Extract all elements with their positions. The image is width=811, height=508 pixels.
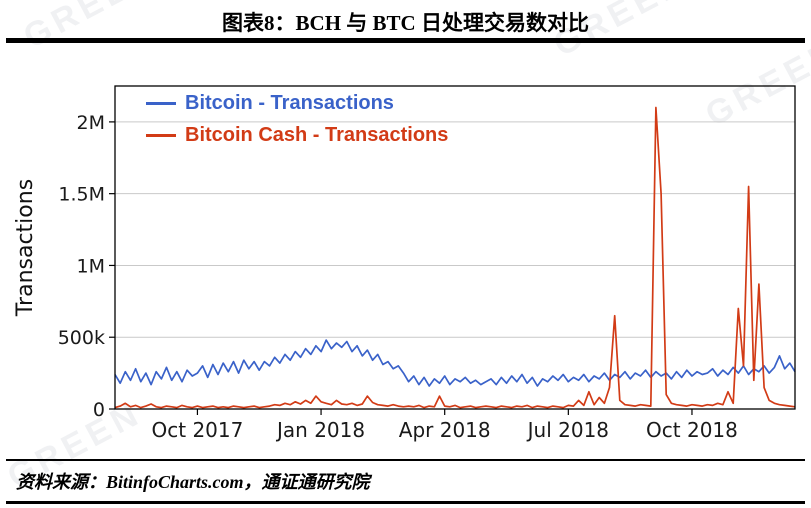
x-tick-label: Jan 2018 (275, 418, 365, 442)
legend-item-bitcoin: Bitcoin - Transactions (146, 92, 448, 115)
plot-svg: 0 500k 1M 1.5M 2M Oct 2017 Jan 2018 Apr 2018 Jul… (13, 85, 796, 442)
x-tick-label: Oct 2018 (646, 418, 738, 442)
source-divider-bottom (6, 501, 805, 504)
axis-tick-labels: 0 500k 1M 1.5M 2M Oct 2017 Jan 2018 Apr 2018 Jul… (58, 112, 738, 442)
axis-ticks (109, 121, 693, 415)
x-tick-label: Jul 2018 (526, 418, 609, 442)
series-line-1 (114, 106, 796, 409)
y-tick-label: 500k (58, 327, 105, 349)
legend-label-bitcoin: Bitcoin - Transactions (185, 92, 394, 114)
grid-lines (115, 121, 795, 338)
figure-title: 图表8：BCH 与 BTC 日处理交易数对比 (222, 11, 589, 35)
title-divider (6, 38, 805, 43)
x-tick-label: Apr 2018 (399, 418, 491, 442)
legend: Bitcoin - Transactions Bitcoin Cash - Tr… (146, 92, 448, 156)
source-divider-top (6, 459, 805, 461)
y-tick-label: 1.5M (58, 184, 105, 206)
x-tick-label: Oct 2017 (152, 418, 244, 442)
axis-frame (114, 85, 796, 410)
legend-line-bitcoin (146, 102, 176, 105)
legend-label-bitcoin-cash: Bitcoin Cash - Transactions (185, 124, 449, 146)
chart-area: 0 500k 1M 1.5M 2M Oct 2017 Jan 2018 Apr 2018 Jul… (0, 46, 811, 451)
y-tick-label: 1M (77, 255, 105, 277)
legend-item-bitcoin-cash: Bitcoin Cash - Transactions (146, 124, 448, 147)
source-line: 资料来源：BitinfoCharts.com，通证通研究院 (16, 472, 370, 492)
y-tick-label: 0 (93, 399, 105, 421)
series-line-0 (114, 339, 796, 387)
y-axis-label: Transactions (13, 179, 38, 317)
legend-line-bitcoin-cash (146, 134, 176, 137)
data-series (114, 106, 796, 409)
y-tick-label: 2M (77, 112, 105, 134)
